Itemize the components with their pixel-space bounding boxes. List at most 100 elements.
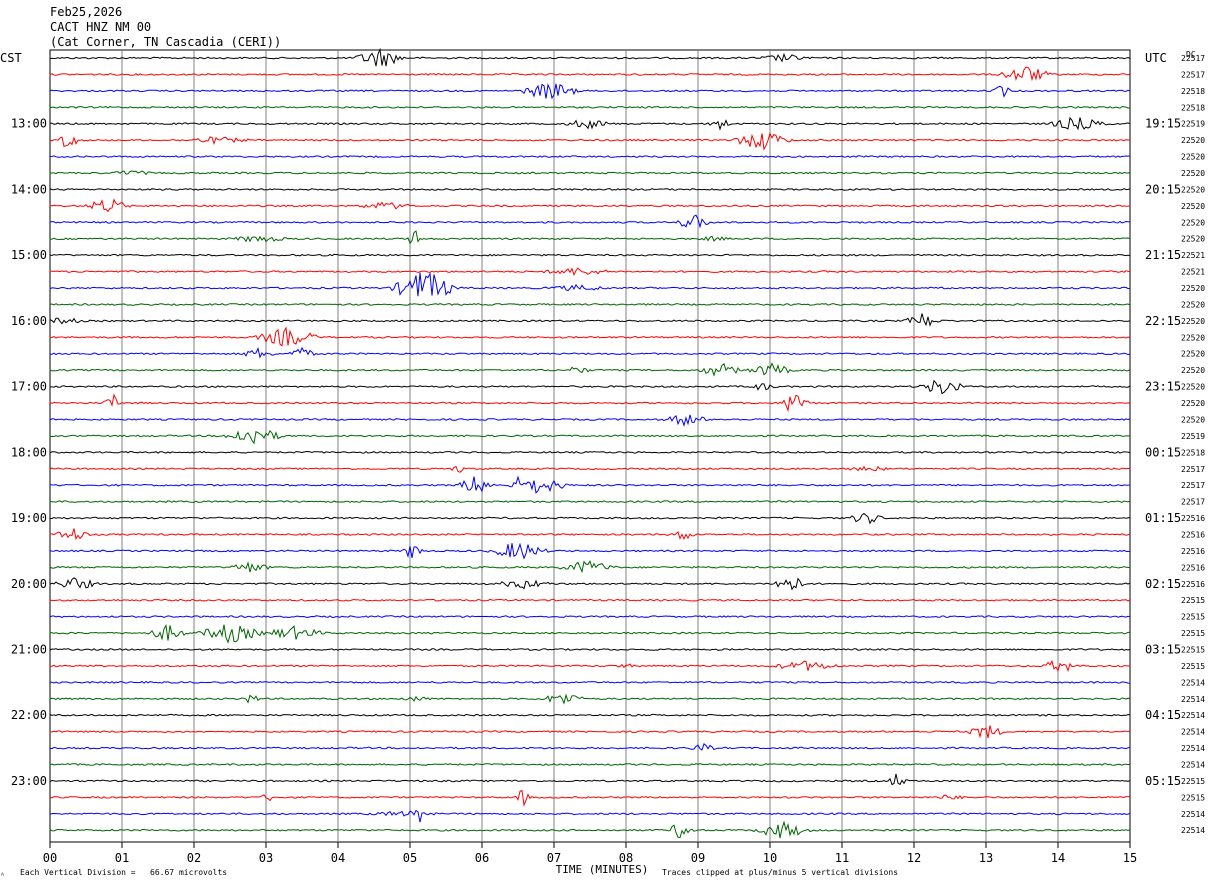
left-hour-label: 22:00 xyxy=(11,708,47,722)
left-hour-label: 20:00 xyxy=(11,577,47,591)
right-hour-label: 22:15 xyxy=(1145,314,1181,328)
x-tick-label: 15 xyxy=(1123,851,1137,865)
dc-offset-label: 22520 xyxy=(1181,153,1205,162)
footer-mark: ᴬ xyxy=(0,871,5,880)
dc-offset-label: 22518 xyxy=(1181,103,1205,112)
seismic-trace xyxy=(49,303,1131,306)
seismic-trace xyxy=(49,414,1131,427)
seismic-trace xyxy=(49,66,1131,82)
date-label: Feb25,2026 xyxy=(50,5,123,19)
seismic-trace xyxy=(49,615,1131,619)
left-hour-label: 16:00 xyxy=(11,314,47,328)
right-hour-label: 01:15 xyxy=(1145,511,1181,525)
x-tick-label: 02 xyxy=(187,851,201,865)
seismic-trace xyxy=(49,763,1130,766)
dc-offset-label: 22517 xyxy=(1181,465,1205,474)
dc-offset-label: 22519 xyxy=(1181,120,1205,129)
x-tick-label: 14 xyxy=(1051,851,1065,865)
seismic-trace xyxy=(49,253,1131,257)
dc-offset-label: 22516 xyxy=(1181,514,1205,523)
dc-offset-label: 22520 xyxy=(1181,284,1205,293)
dc-offset-label: 22515 xyxy=(1181,596,1205,605)
right-hour-label: 19:15 xyxy=(1145,117,1181,131)
seismic-trace xyxy=(49,116,1131,131)
seismic-trace xyxy=(49,346,1131,359)
right-hour-label: 05:15 xyxy=(1145,774,1181,788)
seismic-trace xyxy=(49,313,1131,327)
x-tick-label: 11 xyxy=(835,851,849,865)
right-hour-label: 02:15 xyxy=(1145,577,1181,591)
dc-offset-label: 22517 xyxy=(1181,54,1205,63)
dc-offset-label: 22517 xyxy=(1181,481,1205,490)
clip-note: Traces clipped at plus/minus 5 vertical … xyxy=(662,868,899,877)
x-tick-label: 00 xyxy=(43,851,57,865)
dc-offset-label: 22514 xyxy=(1181,810,1205,819)
seismic-trace xyxy=(49,542,1131,560)
dc-offset-label: 22520 xyxy=(1181,202,1205,211)
seismic-trace xyxy=(49,465,1131,473)
left-hour-label: 21:00 xyxy=(11,642,47,656)
dc-offset-label: 22514 xyxy=(1181,678,1205,687)
dc-offset-label: 22514 xyxy=(1181,760,1205,769)
dc-offset-label: 22520 xyxy=(1181,169,1205,178)
seismic-trace xyxy=(49,693,1131,705)
seismic-trace xyxy=(49,713,1131,717)
seismic-trace xyxy=(49,725,1131,739)
seismic-trace xyxy=(49,475,1131,494)
x-tick-label: 10 xyxy=(763,851,777,865)
right-hour-label: 21:15 xyxy=(1145,248,1181,262)
seismic-trace xyxy=(49,598,1131,602)
seismic-trace xyxy=(49,429,1131,445)
seismic-trace xyxy=(49,512,1131,525)
x-tick-label: 06 xyxy=(475,851,489,865)
station-label: CACT HNZ NM 00 xyxy=(50,20,152,34)
right-hour-label: 23:15 xyxy=(1145,380,1181,394)
seismic-trace xyxy=(49,648,1131,651)
dc-offset-label: 22520 xyxy=(1181,300,1205,309)
dc-offset-label: 22515 xyxy=(1181,793,1205,802)
seismic-trace xyxy=(49,187,1131,191)
dc-offset-label: 22514 xyxy=(1181,744,1205,753)
dc-offset-label: 22514 xyxy=(1181,711,1205,720)
seismic-trace xyxy=(49,326,1131,347)
dc-offset-label: 22515 xyxy=(1181,613,1205,622)
seismic-trace xyxy=(49,105,1131,109)
left-hour-label: 19:00 xyxy=(11,511,47,525)
seismic-trace xyxy=(49,271,1131,297)
dc-offset-label: 22514 xyxy=(1181,695,1205,704)
dc-header-label: DC xyxy=(1186,50,1196,59)
seismic-trace xyxy=(49,170,1131,176)
dc-offset-label: 22515 xyxy=(1181,777,1205,786)
x-tick-label: 09 xyxy=(691,851,705,865)
dc-offset-label: 22520 xyxy=(1181,317,1205,326)
x-tick-label: 03 xyxy=(259,851,273,865)
dc-offset-label: 22517 xyxy=(1181,70,1205,79)
location-label: (Cat Corner, TN Cascadia (CERI)) xyxy=(50,35,282,49)
dc-offset-label: 22520 xyxy=(1181,366,1205,375)
left-hour-label: 23:00 xyxy=(11,774,47,788)
seismic-trace xyxy=(49,560,1131,574)
x-tick-label: 12 xyxy=(907,851,921,865)
x-tick-label: 05 xyxy=(403,851,417,865)
dc-offset-label: 22518 xyxy=(1181,448,1205,457)
dc-offset-label: 22520 xyxy=(1181,218,1205,227)
seismic-trace xyxy=(49,230,1131,245)
right-hour-label: 20:15 xyxy=(1145,182,1181,196)
left-timezone-label: CST xyxy=(0,51,22,65)
dc-offset-label: 22514 xyxy=(1181,728,1205,737)
seismic-trace xyxy=(49,379,1131,395)
seismic-trace xyxy=(49,820,1131,839)
right-hour-label: 04:15 xyxy=(1145,708,1181,722)
dc-offset-label: 22516 xyxy=(1181,530,1205,539)
plot-frame xyxy=(49,49,1131,843)
seismic-trace xyxy=(49,393,1131,413)
seismic-trace xyxy=(49,214,1131,229)
dc-offset-label: 22519 xyxy=(1181,432,1205,441)
dc-offset-label: 22518 xyxy=(1181,87,1205,96)
seismic-trace xyxy=(49,155,1131,158)
dc-offset-label: 22520 xyxy=(1181,399,1205,408)
x-axis-title: TIME (MINUTES) xyxy=(556,863,649,876)
x-tick-label: 07 xyxy=(547,851,561,865)
seismic-trace xyxy=(49,577,1131,591)
